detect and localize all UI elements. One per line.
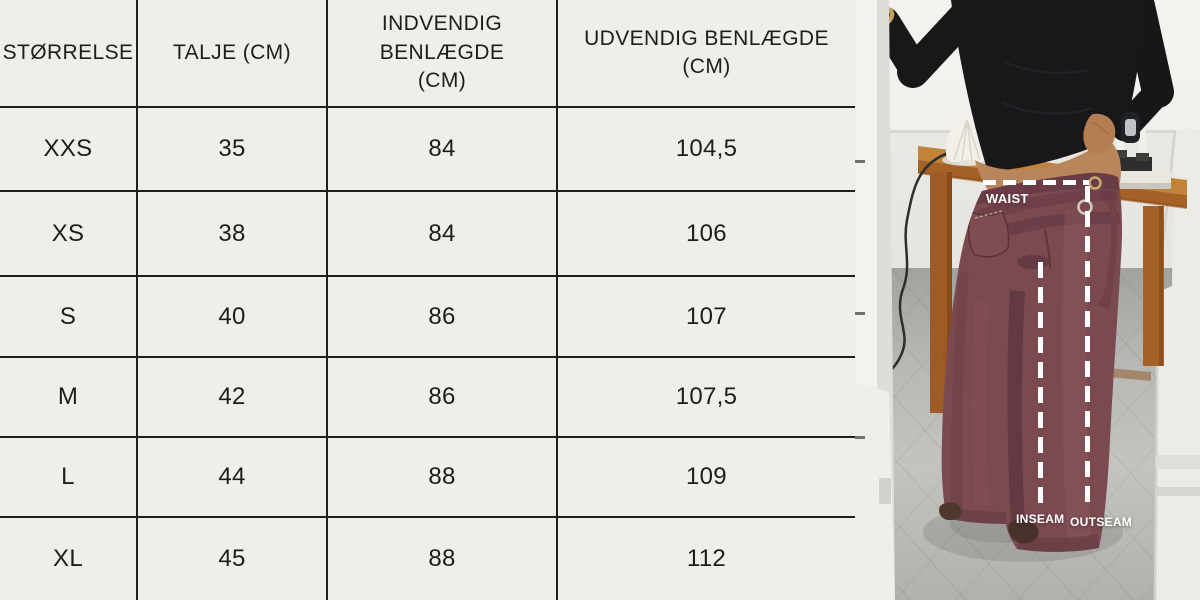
crotch-shadow: [1017, 255, 1049, 269]
cell-size: XXS: [0, 108, 138, 192]
cell-size: M: [0, 358, 138, 438]
cell-outseam: 107,5: [558, 358, 855, 438]
inseam-dashed-line: [1038, 262, 1043, 508]
header-waist: TALJE (CM): [138, 0, 328, 108]
between-legs-shadow: [1007, 290, 1025, 524]
belt-tie: [1097, 196, 1117, 308]
product-photo: WAIST INSEAM OUTSEAM: [855, 0, 1200, 600]
size-chart-table: STØRRELSE TALJE (CM) INDVENDIG BENLÆGDE …: [0, 0, 855, 600]
left-shoe: [938, 502, 962, 521]
left-hem-shade: [947, 506, 1006, 524]
outseam-dashed-line: [1085, 186, 1090, 508]
belt-upper: [977, 189, 1118, 222]
cell-inseam: 88: [328, 438, 558, 518]
header-size: STØRRELSE: [0, 0, 138, 108]
cell-inseam: 88: [328, 518, 558, 600]
belt-knot: [1101, 190, 1115, 200]
cell-outseam: 107: [558, 277, 855, 358]
cell-waist: 40: [138, 277, 328, 358]
cell-inseam: 86: [328, 358, 558, 438]
header-inseam-text: INDVENDIG BENLÆGDE (CM): [379, 12, 505, 93]
belt-lower: [974, 211, 1120, 245]
cell-waist: 44: [138, 438, 328, 518]
fly-seam: [1044, 229, 1051, 269]
right-leg-highlight: [1061, 210, 1091, 540]
door-hinge: [879, 478, 891, 504]
right-hem-shade: [1017, 534, 1099, 552]
cell-inseam: 84: [328, 108, 558, 192]
shoes: [938, 502, 1039, 544]
header-outseam: UDVENDIG BENLÆGDE (CM): [558, 0, 855, 108]
cell-waist: 42: [138, 358, 328, 438]
cell-outseam: 106: [558, 192, 855, 277]
cell-waist: 45: [138, 518, 328, 600]
hip-pocket: [967, 210, 1010, 258]
model-photo-illustration: [855, 0, 1200, 600]
right-hand: [1083, 113, 1116, 154]
right-shoe: [1008, 519, 1039, 544]
cell-outseam: 104,5: [558, 108, 855, 192]
cell-waist: 38: [138, 192, 328, 277]
cell-inseam: 86: [328, 277, 558, 358]
power-cord: [888, 150, 952, 373]
cell-outseam: 112: [686, 545, 727, 572]
left-leg-highlight: [972, 300, 989, 506]
cell-outseam: 109: [558, 438, 855, 518]
cell-size: L: [0, 438, 138, 518]
header-inseam: INDVENDIG BENLÆGDE (CM): [328, 0, 558, 108]
finger-line: [1092, 121, 1110, 135]
shirt-wrinkles: [1000, 61, 1094, 115]
pants: [941, 172, 1122, 552]
outseam-label: OUTSEAM: [1070, 515, 1133, 529]
waist-dashed-line: [983, 180, 1089, 185]
left-door: [855, 0, 895, 600]
belt-ring-upper: [1088, 176, 1102, 190]
cell-size: XS: [0, 192, 138, 277]
waist-label: WAIST: [986, 191, 1029, 206]
person: [855, 0, 1174, 212]
cell-size: S: [0, 277, 138, 358]
left-leg-shade: [950, 270, 969, 510]
inseam-label: INSEAM: [1016, 512, 1065, 526]
cell-waist: 35: [138, 108, 328, 192]
cell-size: XL: [0, 518, 138, 600]
cell-inseam: 84: [328, 192, 558, 277]
watch-face: [1125, 119, 1136, 136]
